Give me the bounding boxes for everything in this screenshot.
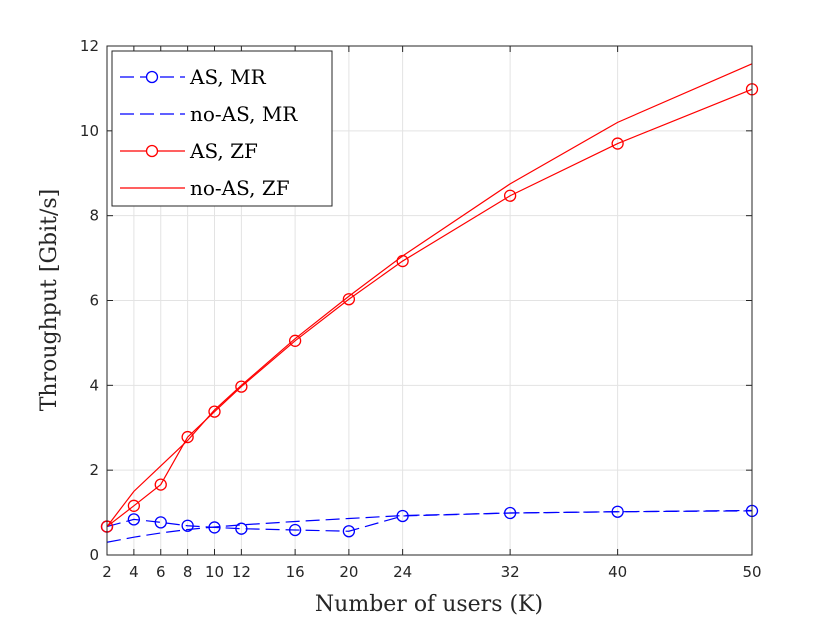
data-point-as-zf <box>154 478 167 491</box>
data-point-as-zf <box>611 137 624 150</box>
x-tick-label: 12 <box>232 563 251 581</box>
series-line-no-as-mr <box>106 509 753 543</box>
legend-label-no-as-zf: no-AS, ZF <box>190 176 290 200</box>
x-tick-label: 16 <box>286 563 305 581</box>
data-point-as-mr <box>127 513 141 526</box>
data-point-as-mr <box>154 516 167 529</box>
data-point-as-mr <box>181 519 194 532</box>
y-axis-title: Throughput [Gbit/s] <box>37 189 62 412</box>
data-point-as-zf <box>288 334 302 347</box>
x-tick-label: 8 <box>183 563 193 581</box>
x-tick-label: 20 <box>339 563 358 581</box>
x-tick-label: 6 <box>156 563 166 581</box>
x-tick-label: 2 <box>102 563 112 581</box>
legend-label-as-zf: AS, ZF <box>189 139 258 163</box>
data-point-as-zf <box>235 380 248 393</box>
y-tick-label: 2 <box>89 461 99 479</box>
x-axis-title: Number of users (K) <box>315 592 543 617</box>
data-point-as-zf <box>127 499 141 512</box>
x-tick-label: 4 <box>129 563 139 581</box>
y-tick-label: 12 <box>80 37 99 55</box>
y-tick-label: 6 <box>89 292 99 310</box>
y-tick-label: 8 <box>89 207 99 225</box>
legend-marker-as-zf <box>145 144 159 158</box>
legend-label-as-mr: AS, MR <box>189 65 267 89</box>
ticks <box>106 45 753 556</box>
data-point-as-zf <box>208 405 221 418</box>
legend-label-no-as-mr: no-AS, MR <box>190 102 298 126</box>
x-tick-label: 32 <box>501 563 520 581</box>
data-point-as-zf <box>181 430 194 444</box>
x-tick-label: 50 <box>742 563 761 581</box>
x-tick-label: 24 <box>393 563 412 581</box>
data-point-as-mr <box>342 525 356 538</box>
y-tick-label: 10 <box>80 122 99 140</box>
x-tick-label: 10 <box>205 563 224 581</box>
data-point-as-mr <box>288 523 302 537</box>
legend: AS, MR no-AS, MR AS, ZF no-AS, ZF <box>111 50 333 207</box>
legend-marker-as-mr <box>145 70 159 84</box>
y-tick-label: 4 <box>89 376 99 394</box>
data-point-as-zf <box>342 293 356 306</box>
data-point-as-mr <box>235 522 248 535</box>
data-point-as-zf <box>503 189 517 202</box>
x-tick-label: 40 <box>608 563 627 581</box>
y-tick-label: 0 <box>89 546 99 564</box>
series-line-no-as-zf <box>106 63 753 527</box>
